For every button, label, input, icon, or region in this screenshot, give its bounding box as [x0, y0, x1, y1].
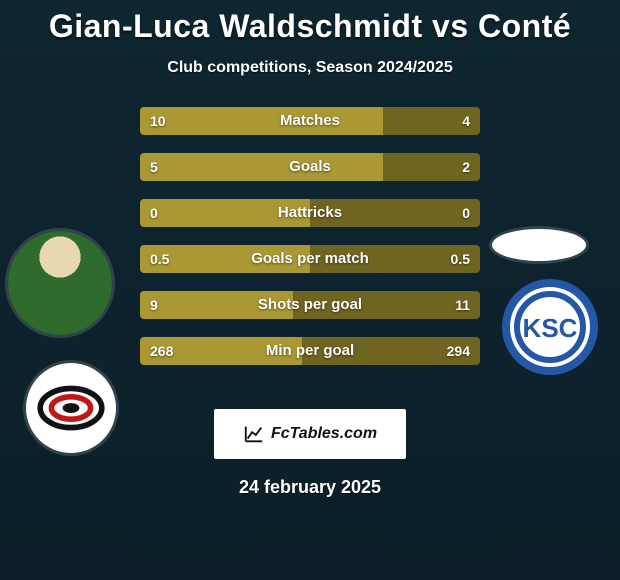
stat-bars: 104Matches52Goals00Hattricks0.50.5Goals … — [140, 107, 480, 383]
stat-bar-right — [310, 199, 480, 227]
stat-value-left: 9 — [150, 291, 158, 319]
brand-text: FcTables.com — [271, 425, 377, 443]
stat-value-right: 294 — [447, 337, 470, 365]
date-text: 24 february 2025 — [0, 477, 620, 498]
chart-icon — [243, 423, 265, 445]
stat-value-left: 5 — [150, 153, 158, 181]
player2-avatar — [492, 229, 586, 261]
stat-value-right: 4 — [462, 107, 470, 135]
stat-row: 104Matches — [140, 107, 480, 135]
stat-row: 911Shots per goal — [140, 291, 480, 319]
chart-stage: KSC 104Matches52Goals00Hattricks0.50.5Go… — [0, 107, 620, 397]
ksc-badge-icon: KSC — [500, 277, 600, 377]
stat-bar-left — [140, 107, 383, 135]
stat-value-left: 0 — [150, 199, 158, 227]
stat-row: 0.50.5Goals per match — [140, 245, 480, 273]
page-title: Gian-Luca Waldschmidt vs Conté — [0, 0, 620, 45]
stat-row: 268294Min per goal — [140, 337, 480, 365]
subtitle: Club competitions, Season 2024/2025 — [0, 59, 620, 77]
stat-row: 52Goals — [140, 153, 480, 181]
stat-row: 00Hattricks — [140, 199, 480, 227]
comparison-card: Gian-Luca Waldschmidt vs Conté Club comp… — [0, 0, 620, 580]
player1-avatar — [8, 231, 112, 335]
hurricane-icon — [36, 373, 106, 443]
stat-value-left: 10 — [150, 107, 166, 135]
stat-value-right: 0.5 — [451, 245, 470, 273]
stat-bar-left — [140, 153, 383, 181]
stat-bar-right — [293, 291, 480, 319]
player1-club-badge — [26, 363, 116, 453]
brand-badge: FcTables.com — [214, 409, 406, 459]
svg-text:KSC: KSC — [523, 313, 578, 343]
player2-club-badge: KSC — [500, 277, 600, 377]
stat-value-right: 2 — [462, 153, 470, 181]
stat-value-right: 0 — [462, 199, 470, 227]
stat-bar-left — [140, 291, 293, 319]
stat-value-left: 0.5 — [150, 245, 169, 273]
stat-value-right: 11 — [455, 291, 470, 319]
stat-bar-left — [140, 199, 310, 227]
stat-value-left: 268 — [150, 337, 173, 365]
